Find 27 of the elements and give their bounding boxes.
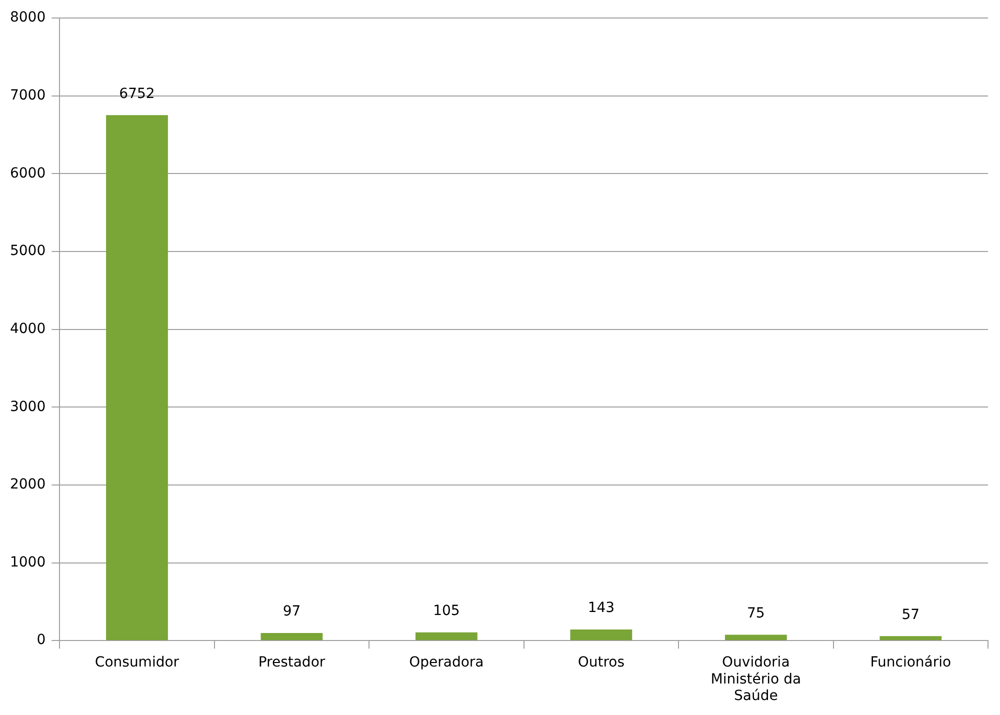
y-tick-label: 1000 bbox=[10, 554, 46, 570]
y-tick-label: 0 bbox=[36, 632, 46, 648]
y-tick-label: 4000 bbox=[10, 320, 46, 337]
x-tick-label: Outros bbox=[578, 654, 625, 671]
y-tick-label: 6000 bbox=[10, 165, 46, 182]
data-label: 57 bbox=[902, 606, 920, 623]
y-tick-label: 2000 bbox=[10, 476, 46, 493]
data-label: 97 bbox=[282, 604, 301, 620]
bar bbox=[880, 636, 942, 640]
x-tick-label: Funcionário bbox=[870, 654, 952, 671]
x-tick-label: Prestador bbox=[258, 654, 326, 671]
data-label: 6752 bbox=[119, 86, 155, 102]
y-tick-label: 8000 bbox=[10, 10, 46, 26]
y-tick-label: 3000 bbox=[10, 398, 46, 415]
x-tick-label: Ouvidoria Ministério da Saúde bbox=[710, 654, 802, 704]
bar bbox=[724, 634, 787, 640]
data-label: 105 bbox=[433, 603, 460, 620]
y-tick-label: 7000 bbox=[10, 87, 46, 104]
bar bbox=[106, 115, 168, 640]
bar bbox=[260, 633, 323, 640]
data-label: 75 bbox=[746, 605, 765, 622]
x-tick-label: Consumidor bbox=[94, 654, 180, 671]
y-tick-label: 5000 bbox=[10, 243, 46, 260]
bar bbox=[570, 629, 632, 640]
bar bbox=[416, 632, 478, 640]
data-label: 143 bbox=[588, 600, 615, 616]
x-tick-label: Operadora bbox=[409, 654, 484, 671]
